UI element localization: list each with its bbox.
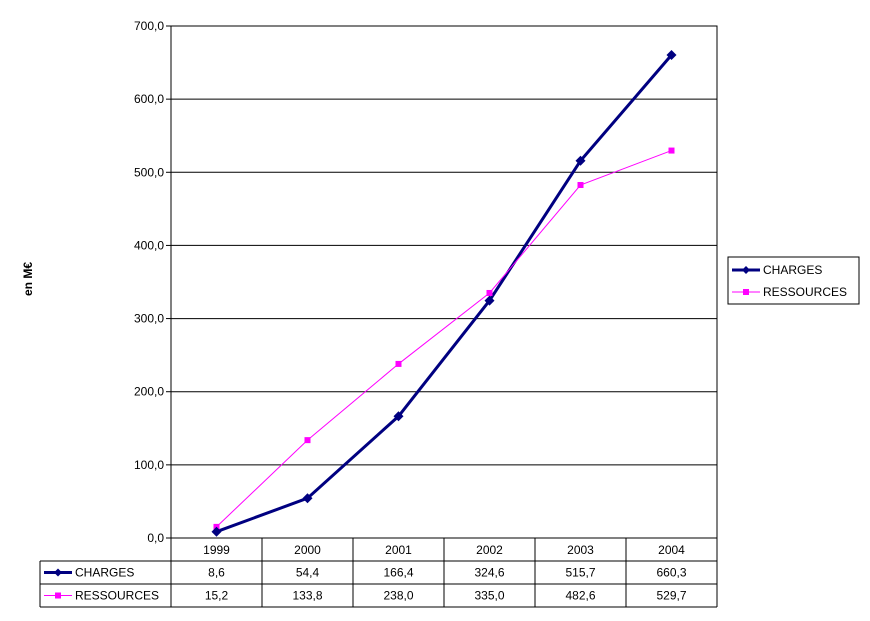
x-tick-label: 2002 xyxy=(476,543,503,557)
legend-entry-label: CHARGES xyxy=(763,263,822,277)
y-tick-label: 400,0 xyxy=(134,238,164,252)
legend: CHARGES RESSOURCES xyxy=(727,256,860,305)
table-cell-value: 482,6 xyxy=(565,589,595,603)
point-marker xyxy=(304,437,311,444)
x-tick-label: 1999 xyxy=(203,543,230,557)
point-marker xyxy=(666,50,677,61)
x-tick-label: 2003 xyxy=(567,543,594,557)
point-marker xyxy=(395,360,402,367)
table-cell-value: 660,3 xyxy=(656,566,686,580)
y-tick-label: 700,0 xyxy=(134,19,164,33)
point-marker xyxy=(668,147,675,154)
point-marker xyxy=(577,182,584,189)
y-tick-label: 500,0 xyxy=(134,165,164,179)
table-cell-value: 133,8 xyxy=(292,589,322,603)
point-marker xyxy=(302,493,313,504)
data-table: 1999 2000 2001 2002 2003 2004 CHARGES 8,6 54,4 16… xyxy=(39,537,718,608)
table-cell-value: 515,7 xyxy=(565,566,595,580)
table-cell-value: 54,4 xyxy=(296,566,320,580)
x-tick-label: 2001 xyxy=(385,543,412,557)
point-marker xyxy=(54,568,62,577)
y-axis-label: en M€ xyxy=(21,262,35,296)
series-line-ressources xyxy=(216,150,672,528)
plot-area-frame xyxy=(170,25,718,539)
series-line-charges xyxy=(215,54,673,534)
point-marker xyxy=(55,592,61,599)
point-marker xyxy=(743,289,749,295)
point-marker xyxy=(575,155,586,166)
y-tick-label: 600,0 xyxy=(134,92,164,106)
y-tick-label: 0,0 xyxy=(147,531,164,545)
table-cell-value: 335,0 xyxy=(474,589,504,603)
point-marker xyxy=(393,411,404,422)
point-marker xyxy=(211,526,222,537)
table-cell-value: 529,7 xyxy=(656,589,686,603)
y-tick-label: 200,0 xyxy=(134,385,164,399)
y-axis-ticks: 0,0 100,0 200,0 300,0 400,0 500,0 600,0 700,0 xyxy=(134,19,171,545)
point-marker xyxy=(484,295,495,306)
legend-entry-label: RESSOURCES xyxy=(763,285,847,299)
table-cell-value: 166,4 xyxy=(383,566,413,580)
gridlines xyxy=(171,25,717,539)
series-lines xyxy=(211,50,677,537)
table-cell-value: 8,6 xyxy=(208,566,225,580)
y-tick-label: 300,0 xyxy=(134,312,164,326)
y-tick-label: 100,0 xyxy=(134,458,164,472)
point-marker xyxy=(742,266,750,274)
table-cell-value: 324,6 xyxy=(474,566,504,580)
legend-box xyxy=(727,256,860,305)
point-marker xyxy=(486,289,493,296)
table-cell-value: 238,0 xyxy=(383,589,413,603)
table-series-name: CHARGES xyxy=(75,566,134,580)
table-cell-value: 15,2 xyxy=(205,589,229,603)
table-series-name: RESSOURCES xyxy=(75,589,159,603)
x-tick-label: 2004 xyxy=(658,543,685,557)
x-tick-label: 2000 xyxy=(294,543,321,557)
